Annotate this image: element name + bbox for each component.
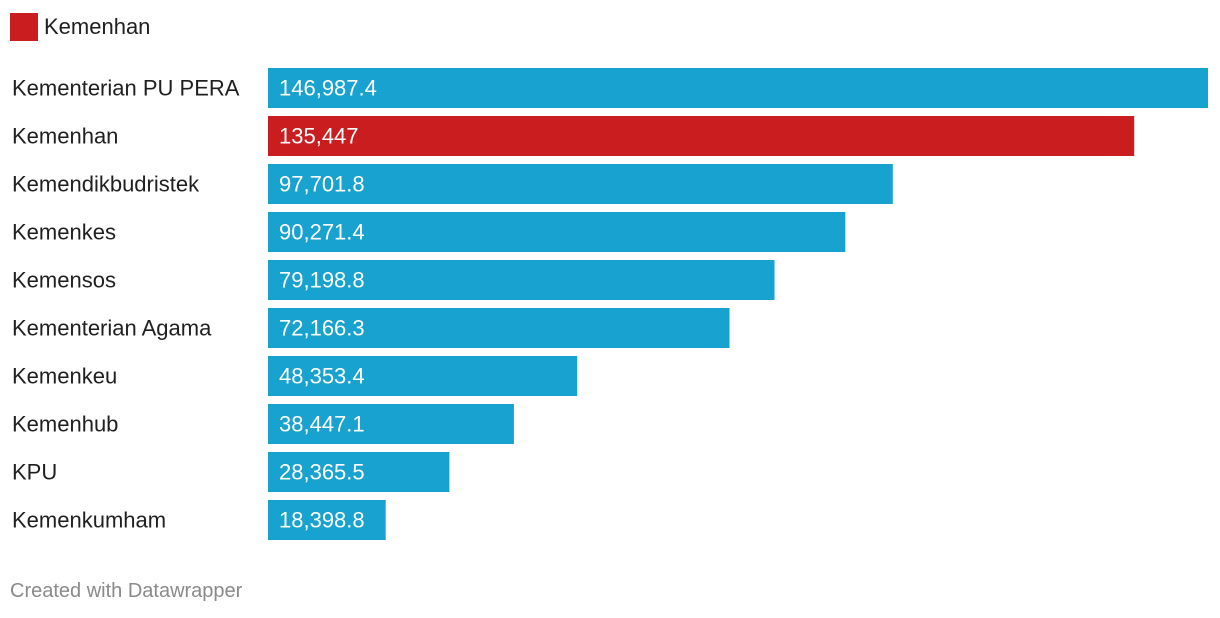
bar: [268, 308, 730, 348]
category-label: KPU: [12, 460, 57, 485]
bar: [268, 452, 450, 492]
value-label: 97,701.8: [279, 172, 365, 197]
bar: [268, 164, 893, 204]
legend: Kemenhan: [10, 12, 150, 42]
bar: [268, 212, 846, 252]
value-label: 18,398.8: [279, 508, 365, 533]
category-label: Kemenkeu: [12, 364, 117, 389]
legend-swatch: [10, 13, 38, 41]
bar: [268, 68, 1208, 108]
category-label: Kemenkumham: [12, 508, 166, 533]
value-label: 135,447: [279, 124, 359, 149]
value-label: 38,447.1: [279, 412, 365, 437]
category-label: Kemensos: [12, 268, 116, 293]
value-label: 146,987.4: [279, 76, 377, 101]
bar: [268, 356, 578, 396]
category-label: Kemenkes: [12, 220, 116, 245]
category-label: Kemenhub: [12, 412, 118, 437]
bar-row: KPU 28,365.5: [12, 452, 450, 492]
category-label: Kementerian PU PERA: [12, 76, 240, 101]
legend-label: Kemenhan: [44, 14, 151, 39]
bar: [268, 500, 386, 540]
bar-row: Kemenkumham 18,398.8: [12, 500, 386, 540]
value-label: 72,166.3: [279, 316, 365, 341]
value-label: 48,353.4: [279, 364, 365, 389]
bar: [268, 260, 775, 300]
bar-row: Kemenhub 38,447.1: [12, 404, 514, 444]
bar-row: Kemensos 79,198.8: [12, 260, 775, 300]
bar-row: Kemenkes 90,271.4: [12, 212, 846, 252]
bar: [268, 404, 514, 444]
bar-chart: Kementerian PU PERA 146,987.4 Kemenhan 135,…: [12, 68, 1208, 540]
bar-row: Kemenkeu 48,353.4: [12, 356, 578, 396]
bar: [268, 116, 1135, 156]
bar-row: Kemenhan 135,447: [12, 116, 1135, 156]
value-label: 90,271.4: [279, 220, 365, 245]
bar-row: Kementerian Agama 72,166.3: [12, 308, 730, 348]
value-label: 28,365.5: [279, 460, 365, 485]
bar-row: Kementerian PU PERA 146,987.4: [12, 68, 1208, 108]
category-label: Kemendikbudristek: [12, 172, 200, 197]
value-label: 79,198.8: [279, 268, 365, 293]
footer-credit: Created with Datawrapper: [10, 580, 243, 602]
category-label: Kementerian Agama: [12, 316, 212, 341]
bar-row: Kemendikbudristek 97,701.8: [12, 164, 893, 204]
category-label: Kemenhan: [12, 124, 118, 149]
